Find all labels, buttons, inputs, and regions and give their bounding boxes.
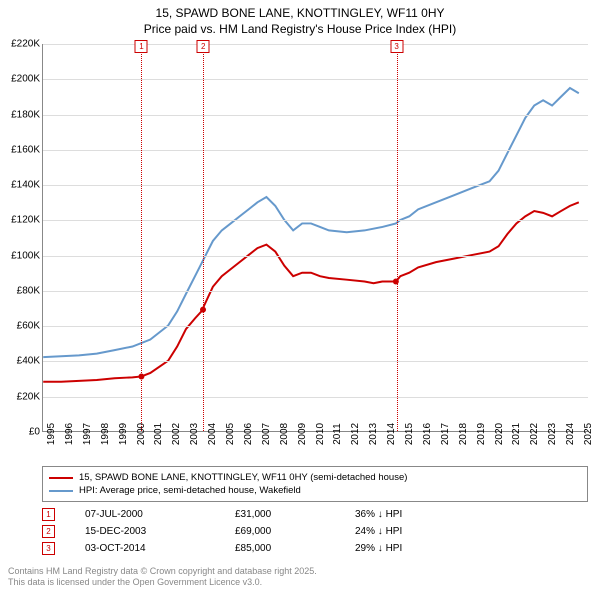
xtick-label: 2005 bbox=[225, 423, 236, 445]
gridline-h bbox=[43, 150, 588, 151]
ytick-label: £220K bbox=[11, 39, 40, 50]
sales-row-marker: 1 bbox=[42, 508, 55, 521]
gridline-h bbox=[43, 44, 588, 45]
xtick-label: 2004 bbox=[207, 423, 218, 445]
title-line-1: 15, SPAWD BONE LANE, KNOTTINGLEY, WF11 0… bbox=[0, 6, 600, 22]
sale-marker-line bbox=[203, 44, 204, 431]
xtick-label: 2025 bbox=[583, 423, 594, 445]
ytick-label: £160K bbox=[11, 144, 40, 155]
ytick-label: £20K bbox=[17, 391, 40, 402]
footer-line-1: Contains HM Land Registry data © Crown c… bbox=[8, 566, 317, 577]
sales-table-row: 2 15-DEC-2003£69,00024% ↓ HPI bbox=[42, 523, 588, 540]
gridline-h bbox=[43, 256, 588, 257]
legend-swatch bbox=[49, 490, 73, 492]
xtick-label: 2001 bbox=[153, 423, 164, 445]
legend-label: HPI: Average price, semi-detached house,… bbox=[79, 485, 301, 496]
footer-line-2: This data is licensed under the Open Gov… bbox=[8, 577, 317, 588]
sales-row-price: £69,000 bbox=[235, 526, 355, 537]
xtick-label: 2019 bbox=[476, 423, 487, 445]
legend-swatch bbox=[49, 477, 73, 479]
ytick-label: £80K bbox=[17, 285, 40, 296]
sale-marker-line bbox=[397, 44, 398, 431]
ytick-label: £200K bbox=[11, 74, 40, 85]
sales-row-date: 03-OCT-2014 bbox=[85, 543, 235, 554]
plot-area: 123 bbox=[42, 44, 588, 432]
xtick-label: 2006 bbox=[243, 423, 254, 445]
ytick-label: £180K bbox=[11, 109, 40, 120]
sale-marker-box: 3 bbox=[390, 40, 403, 53]
legend-item: 15, SPAWD BONE LANE, KNOTTINGLEY, WF11 0… bbox=[49, 471, 581, 484]
gridline-h bbox=[43, 361, 588, 362]
xtick-label: 2009 bbox=[297, 423, 308, 445]
xtick-label: 2017 bbox=[440, 423, 451, 445]
sales-row-marker: 3 bbox=[42, 542, 55, 555]
xtick-label: 2000 bbox=[136, 423, 147, 445]
xtick-label: 2007 bbox=[261, 423, 272, 445]
legend-item: HPI: Average price, semi-detached house,… bbox=[49, 484, 581, 497]
sale-marker-box: 1 bbox=[135, 40, 148, 53]
footer-attribution: Contains HM Land Registry data © Crown c… bbox=[8, 566, 317, 588]
sales-row-date: 15-DEC-2003 bbox=[85, 526, 235, 537]
sales-row-date: 07-JUL-2000 bbox=[85, 509, 235, 520]
xtick-label: 2010 bbox=[315, 423, 326, 445]
ytick-label: £120K bbox=[11, 215, 40, 226]
chart-title: 15, SPAWD BONE LANE, KNOTTINGLEY, WF11 0… bbox=[0, 0, 600, 37]
line-series-svg bbox=[43, 44, 588, 431]
sales-row-diff: 36% ↓ HPI bbox=[355, 509, 505, 520]
ytick-label: £140K bbox=[11, 180, 40, 191]
sales-table-row: 1 07-JUL-2000£31,00036% ↓ HPI bbox=[42, 506, 588, 523]
chart-container: 15, SPAWD BONE LANE, KNOTTINGLEY, WF11 0… bbox=[0, 0, 600, 590]
xtick-label: 2022 bbox=[529, 423, 540, 445]
xtick-label: 2021 bbox=[511, 423, 522, 445]
xtick-label: 2016 bbox=[422, 423, 433, 445]
xtick-label: 2020 bbox=[494, 423, 505, 445]
xtick-label: 1995 bbox=[46, 423, 57, 445]
sales-row-price: £31,000 bbox=[235, 509, 355, 520]
series-hpi bbox=[43, 88, 579, 357]
xtick-label: 2018 bbox=[458, 423, 469, 445]
gridline-h bbox=[43, 291, 588, 292]
xtick-label: 2023 bbox=[547, 423, 558, 445]
ytick-label: £40K bbox=[17, 356, 40, 367]
ytick-label: £0 bbox=[29, 427, 40, 438]
xtick-label: 2003 bbox=[189, 423, 200, 445]
xtick-label: 2015 bbox=[404, 423, 415, 445]
sale-marker-box: 2 bbox=[197, 40, 210, 53]
gridline-h bbox=[43, 397, 588, 398]
sales-row-diff: 29% ↓ HPI bbox=[355, 543, 505, 554]
xtick-label: 2002 bbox=[171, 423, 182, 445]
sales-row-diff: 24% ↓ HPI bbox=[355, 526, 505, 537]
gridline-h bbox=[43, 326, 588, 327]
xtick-label: 2013 bbox=[368, 423, 379, 445]
series-property bbox=[43, 202, 579, 381]
sales-row-marker: 2 bbox=[42, 525, 55, 538]
gridline-h bbox=[43, 220, 588, 221]
sales-table: 1 07-JUL-2000£31,00036% ↓ HPI 2 15-DEC-2003… bbox=[42, 506, 588, 557]
ytick-label: £60K bbox=[17, 321, 40, 332]
xtick-label: 1997 bbox=[82, 423, 93, 445]
xtick-label: 1999 bbox=[118, 423, 129, 445]
xtick-label: 2014 bbox=[386, 423, 397, 445]
sales-table-row: 3 03-OCT-2014£85,00029% ↓ HPI bbox=[42, 540, 588, 557]
gridline-h bbox=[43, 79, 588, 80]
xtick-label: 2008 bbox=[279, 423, 290, 445]
xtick-label: 2011 bbox=[332, 423, 343, 445]
sale-marker-line bbox=[141, 44, 142, 431]
sales-row-price: £85,000 bbox=[235, 543, 355, 554]
legend-label: 15, SPAWD BONE LANE, KNOTTINGLEY, WF11 0… bbox=[79, 472, 407, 483]
xtick-label: 2012 bbox=[350, 423, 361, 445]
xtick-label: 2024 bbox=[565, 423, 576, 445]
legend: 15, SPAWD BONE LANE, KNOTTINGLEY, WF11 0… bbox=[42, 466, 588, 502]
title-line-2: Price paid vs. HM Land Registry's House … bbox=[0, 22, 600, 38]
gridline-h bbox=[43, 185, 588, 186]
xtick-label: 1998 bbox=[100, 423, 111, 445]
gridline-h bbox=[43, 115, 588, 116]
xtick-label: 1996 bbox=[64, 423, 75, 445]
ytick-label: £100K bbox=[11, 250, 40, 261]
